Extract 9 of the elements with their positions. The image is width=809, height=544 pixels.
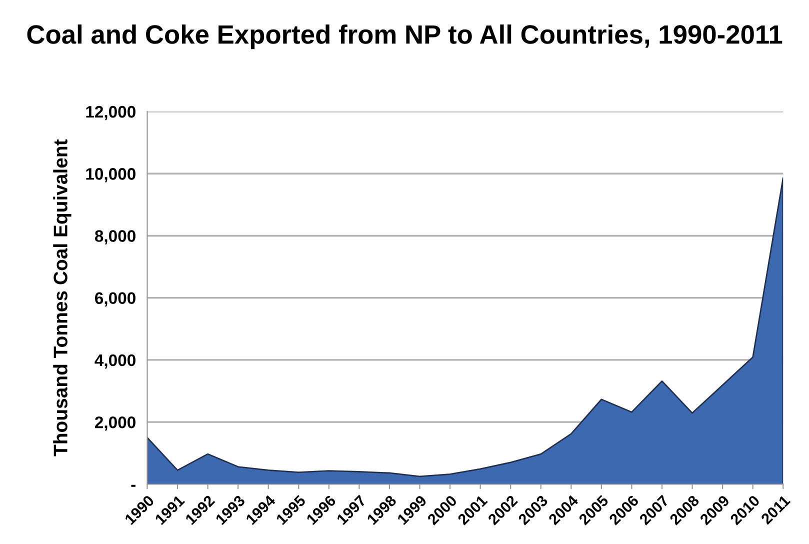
y-tick-label: 6,000 — [95, 292, 136, 306]
y-tick-label: - — [131, 484, 136, 487]
y-tick-label: 12,000 — [86, 106, 136, 120]
y-axis-title: Thousand Tonnes Coal Equivalent — [53, 139, 72, 456]
y-tick-label: 10,000 — [86, 168, 136, 182]
y-tick-label: 2,000 — [95, 416, 136, 431]
y-tick-label: 8,000 — [94, 230, 136, 244]
chart-title: Coal and Coke Exported from NP to All Countries, 1990-2011 — [27, 24, 782, 50]
y-tick-label: 4,000 — [94, 354, 136, 369]
